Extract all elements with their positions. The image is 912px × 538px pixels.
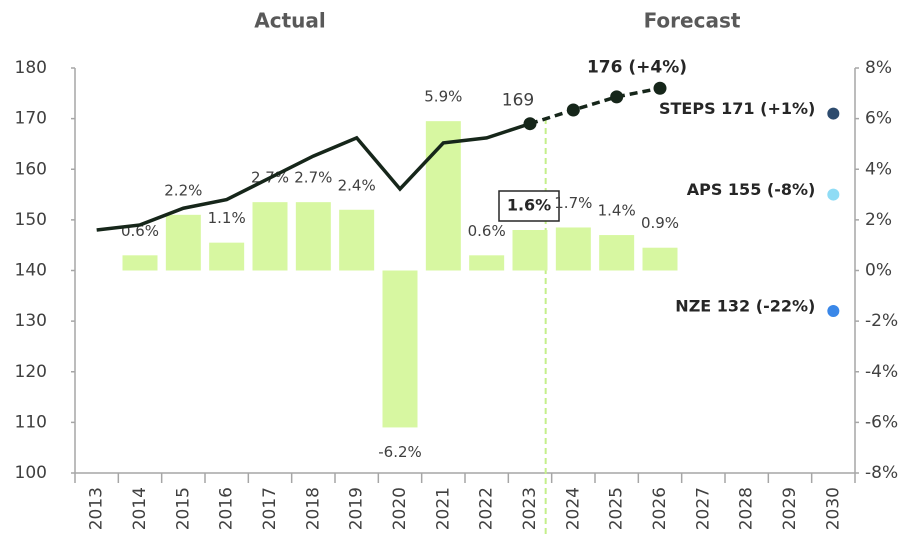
x-tick-label: 2023 <box>520 487 540 530</box>
bar-label: 1.1% <box>208 209 246 227</box>
bar-label: 0.9% <box>641 214 679 232</box>
scenario-label: NZE 132 (-22%) <box>675 297 815 316</box>
line-marker <box>566 103 580 117</box>
line-marker <box>653 81 667 95</box>
x-tick-label: 2020 <box>390 487 410 530</box>
y-tick-label: 120 <box>15 362 47 382</box>
label-box <box>498 190 560 222</box>
y-tick-label: 180 <box>15 58 47 78</box>
line-label: 169 <box>502 91 534 111</box>
x-tick-label: 2018 <box>303 487 323 530</box>
bar-label: 1.7% <box>554 194 592 212</box>
y-tick-label: 150 <box>15 210 47 230</box>
x-tick-label: 2027 <box>693 487 713 530</box>
x-tick-label: 2014 <box>130 487 150 530</box>
y2-tick-label: -8% <box>865 463 898 483</box>
bar <box>382 270 418 428</box>
x-tick-label: 2022 <box>477 487 497 530</box>
y-tick-label: 130 <box>15 311 47 331</box>
x-tick-label: 2024 <box>563 487 583 530</box>
y-tick-label: 170 <box>15 109 47 129</box>
bar-label: 2.2% <box>164 181 202 199</box>
scenario-label: STEPS 171 (+1%) <box>659 99 815 118</box>
y-tick-label: 100 <box>15 463 47 483</box>
x-tick-label: 2019 <box>347 487 367 530</box>
x-tick-label: 2021 <box>433 487 453 530</box>
x-tick-label: 2015 <box>173 487 193 530</box>
x-tick-label: 2025 <box>607 487 627 530</box>
bar <box>599 235 635 271</box>
bar <box>469 255 505 271</box>
scenario-point <box>827 305 840 317</box>
y2-tick-label: -6% <box>865 412 898 432</box>
bar <box>339 209 375 271</box>
y2-tick-label: -4% <box>865 362 898 382</box>
line <box>96 122 531 232</box>
bar <box>425 121 461 271</box>
bar <box>555 227 591 271</box>
scenario-point <box>827 188 840 201</box>
y2-tick-label: 0% <box>865 261 892 281</box>
x-tick-label: 2030 <box>823 487 843 530</box>
x-tick-label: 2029 <box>780 487 800 530</box>
y2-tick-label: 4% <box>865 159 892 179</box>
x-tick-label: 2028 <box>737 487 757 530</box>
x-tick-label: 2016 <box>217 487 237 530</box>
bar-label: 2.7% <box>294 169 332 187</box>
bar <box>165 214 201 271</box>
bar-label: 1.6% <box>507 196 551 215</box>
line-marker <box>523 117 537 131</box>
bar <box>295 202 331 271</box>
x-tick-label: 2017 <box>260 487 280 530</box>
bar-label: 5.9% <box>424 88 462 106</box>
line <box>529 86 661 126</box>
y2-tick-label: 6% <box>865 109 892 129</box>
bar <box>209 242 245 271</box>
x-tick-label: 2026 <box>650 487 670 530</box>
y-tick-label: 140 <box>15 261 47 281</box>
bar <box>512 230 548 271</box>
x-tick-label: 2013 <box>87 487 107 530</box>
y-tick-label: 110 <box>15 412 47 432</box>
y2-tick-label: 8% <box>865 58 892 78</box>
line-marker <box>610 90 624 104</box>
y2-tick-label: 2% <box>865 210 892 230</box>
line-label: 176 (+4%) <box>587 57 687 77</box>
scenario-point <box>827 107 840 120</box>
scenario-label: APS 155 (-8%) <box>687 180 816 199</box>
y-tick-label: 160 <box>15 159 47 179</box>
header-forecast: Forecast <box>644 9 741 33</box>
bar <box>122 255 158 271</box>
header-actual: Actual <box>254 9 325 33</box>
bar-label: 2.4% <box>338 176 376 194</box>
bar <box>642 247 678 271</box>
y2-tick-label: -2% <box>865 311 898 331</box>
bar-label: 1.4% <box>598 202 636 220</box>
bar-label: -6.2% <box>378 443 422 461</box>
bar <box>252 202 288 271</box>
bar-label: 0.6% <box>468 222 506 240</box>
